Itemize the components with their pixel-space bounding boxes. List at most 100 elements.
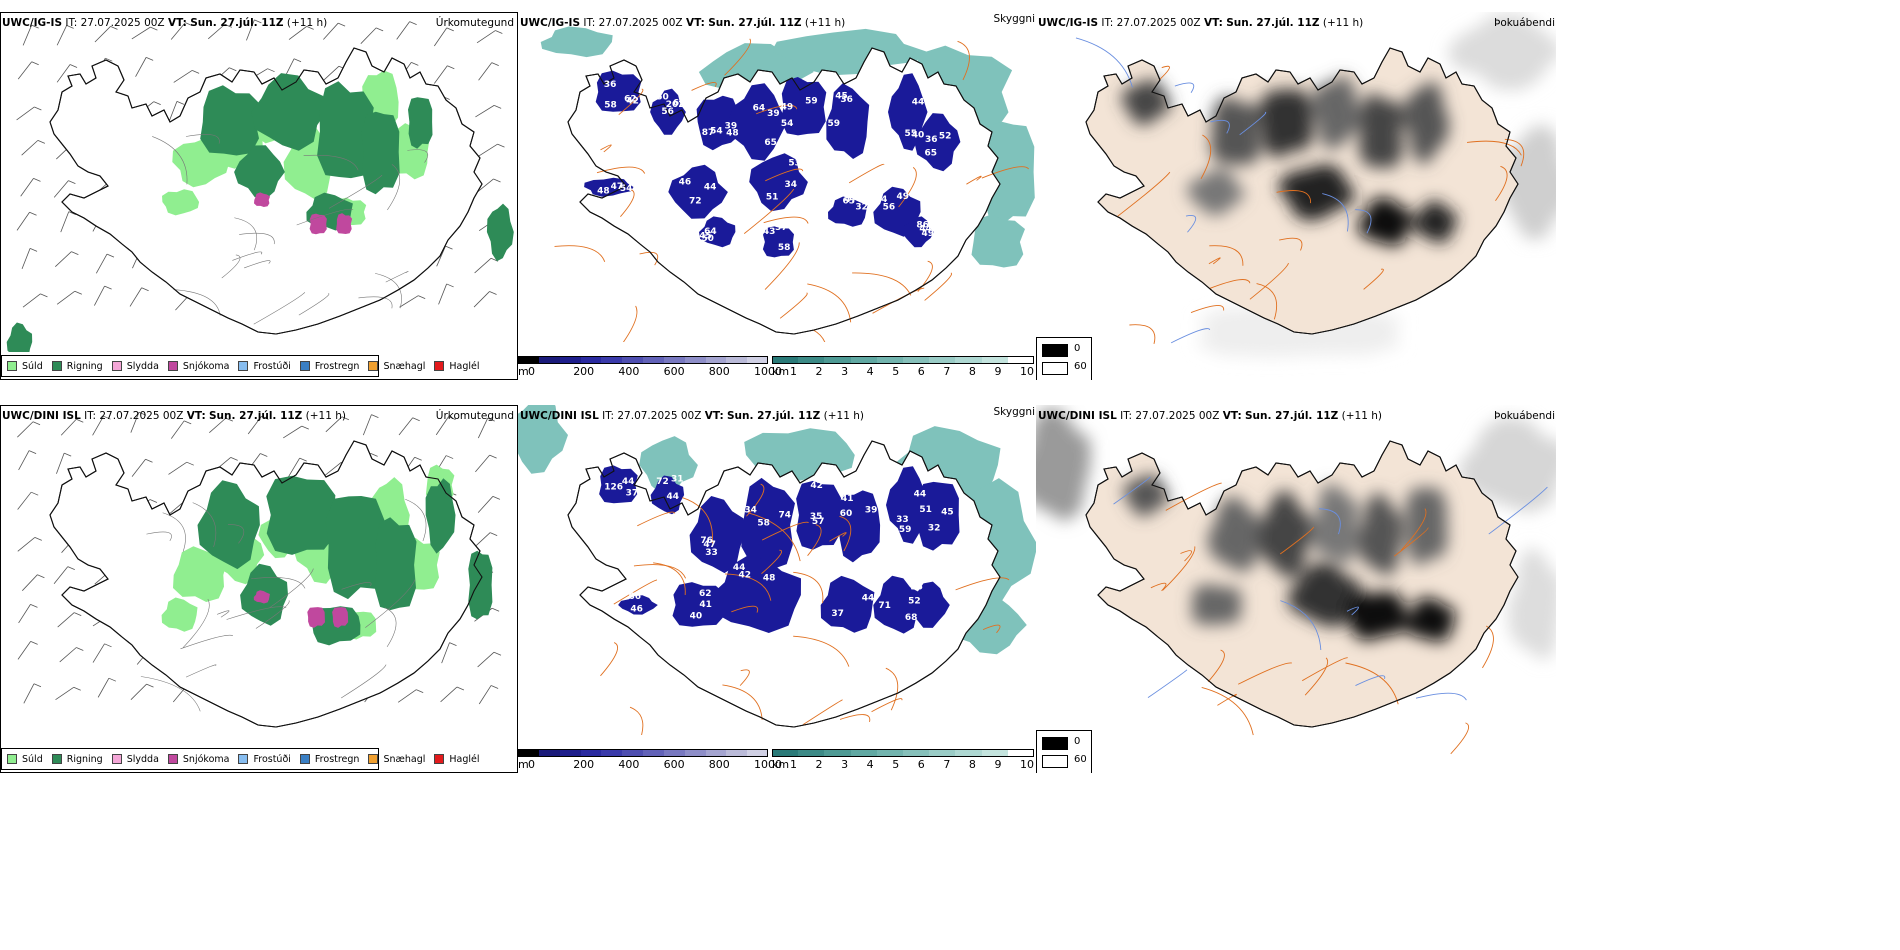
wind-barb-flag — [490, 532, 498, 536]
road-line — [761, 521, 809, 541]
wind-barb-flag — [141, 287, 149, 292]
fog-field — [1036, 406, 1556, 662]
cloud-base-label: 31 — [671, 475, 684, 485]
road-line — [244, 260, 271, 269]
wind-barb — [135, 57, 147, 77]
low-visibility-area — [518, 405, 568, 474]
road-line — [173, 289, 221, 316]
road-line — [852, 272, 912, 296]
wind-barb-flag — [31, 491, 39, 496]
wind-barb — [207, 24, 226, 40]
road-line — [955, 577, 1010, 591]
road-line — [162, 512, 186, 552]
road-line — [746, 483, 765, 517]
wind-barb — [17, 61, 33, 80]
road-line — [405, 498, 427, 542]
row1-precip-type-panel: UWC/IG-IS IT: 27.07.2025 00Z VT: Sun. 27… — [0, 12, 518, 380]
wind-barb — [436, 245, 446, 267]
wind-barb — [16, 212, 30, 231]
wind-barb-flag — [446, 283, 454, 288]
legend-label: Haglél — [449, 753, 480, 765]
coastline-overlay — [567, 47, 1001, 335]
cloud-base-label: 54 — [781, 119, 794, 129]
cloud-base-label: 44 — [914, 489, 927, 499]
road-line — [239, 232, 275, 245]
snow-area — [254, 192, 271, 207]
wind-barb — [18, 604, 31, 624]
cloud-base-label: 32 — [855, 203, 868, 213]
road-line — [1237, 662, 1292, 685]
low-cloud-area — [696, 95, 741, 151]
low-cloud-area — [828, 196, 868, 227]
colorbar-tick-label: 1000 — [754, 365, 782, 378]
panel-title: UWC/DINI ISL IT: 27.07.2025 00Z VT: Sun.… — [2, 410, 347, 422]
wind-barb — [474, 258, 492, 274]
river-line — [1488, 486, 1548, 535]
road-line — [613, 579, 658, 605]
road-line — [192, 502, 217, 548]
fog-intensity — [1121, 75, 1458, 247]
wind-barb — [131, 459, 146, 477]
cloud-base-label: 50 — [656, 92, 669, 102]
rain-area — [234, 145, 285, 200]
wind-barb — [288, 457, 301, 478]
legend-swatch — [51, 361, 62, 371]
road-line — [1150, 582, 1167, 592]
wind-barb — [60, 418, 77, 436]
legend-label: Snæhagl — [383, 360, 426, 372]
cloud-base-label: 44 — [704, 182, 717, 192]
wind-barb — [17, 491, 32, 510]
wind-barb-flag — [76, 647, 84, 651]
wind-barb — [55, 686, 74, 701]
low-cloud-area — [917, 481, 960, 551]
cloud-base-label: 59 — [899, 525, 912, 535]
wind-barb-flag — [145, 458, 153, 463]
wind-barb-flag — [28, 450, 37, 454]
low-cloud-area — [888, 73, 928, 151]
wind-barb — [16, 106, 35, 121]
wind-barb-flag — [29, 211, 37, 216]
cloud-base-label: 42 — [810, 481, 823, 491]
road-line — [1158, 65, 1170, 81]
road-line — [234, 217, 258, 251]
wind-barb-flag — [30, 640, 38, 645]
colorbar-tick-label: 7 — [943, 758, 951, 771]
wind-barb — [324, 461, 342, 477]
rain-area — [200, 85, 261, 156]
cloud-base-label: 48 — [597, 186, 610, 196]
cloud-base-label: 58 — [778, 243, 791, 253]
wind-barb — [246, 19, 255, 41]
wind-barb-flag — [492, 495, 501, 500]
legend-label: Frostregn — [314, 360, 360, 372]
snow-area — [253, 590, 270, 604]
legend-item: Snæhagl — [368, 754, 425, 765]
road-line — [724, 573, 772, 601]
low-cloud-area — [618, 595, 658, 615]
road-line — [839, 515, 852, 552]
wind-barb-flag — [412, 417, 420, 422]
wind-barb — [22, 293, 41, 308]
precip-type-map — [17, 411, 502, 728]
cloud-base-label: 45 — [699, 232, 712, 242]
river-line — [1322, 193, 1349, 232]
road-line — [407, 149, 429, 163]
cloud-base-label: 42 — [626, 97, 639, 107]
wind-barb — [56, 64, 71, 83]
road-line — [1190, 305, 1225, 313]
wind-barb-flag — [34, 106, 42, 111]
road-line — [1495, 165, 1508, 201]
cloud-base-label: 47 — [703, 540, 716, 550]
road-line — [743, 188, 795, 235]
colorbar-tick-label: 7 — [943, 365, 951, 378]
wind-barb — [130, 683, 147, 701]
cloud-base-label: 43 — [763, 227, 776, 237]
rain-area — [486, 203, 514, 262]
wind-barb-flag — [371, 414, 379, 419]
wind-barb — [478, 62, 493, 81]
colorbar-tick-label: 2 — [815, 365, 823, 378]
wind-barb — [325, 416, 343, 433]
wind-barb-flag — [306, 26, 314, 30]
road-line — [216, 610, 230, 618]
colorbar-tick-label: 5 — [892, 758, 900, 771]
legend-swatch — [7, 754, 17, 764]
